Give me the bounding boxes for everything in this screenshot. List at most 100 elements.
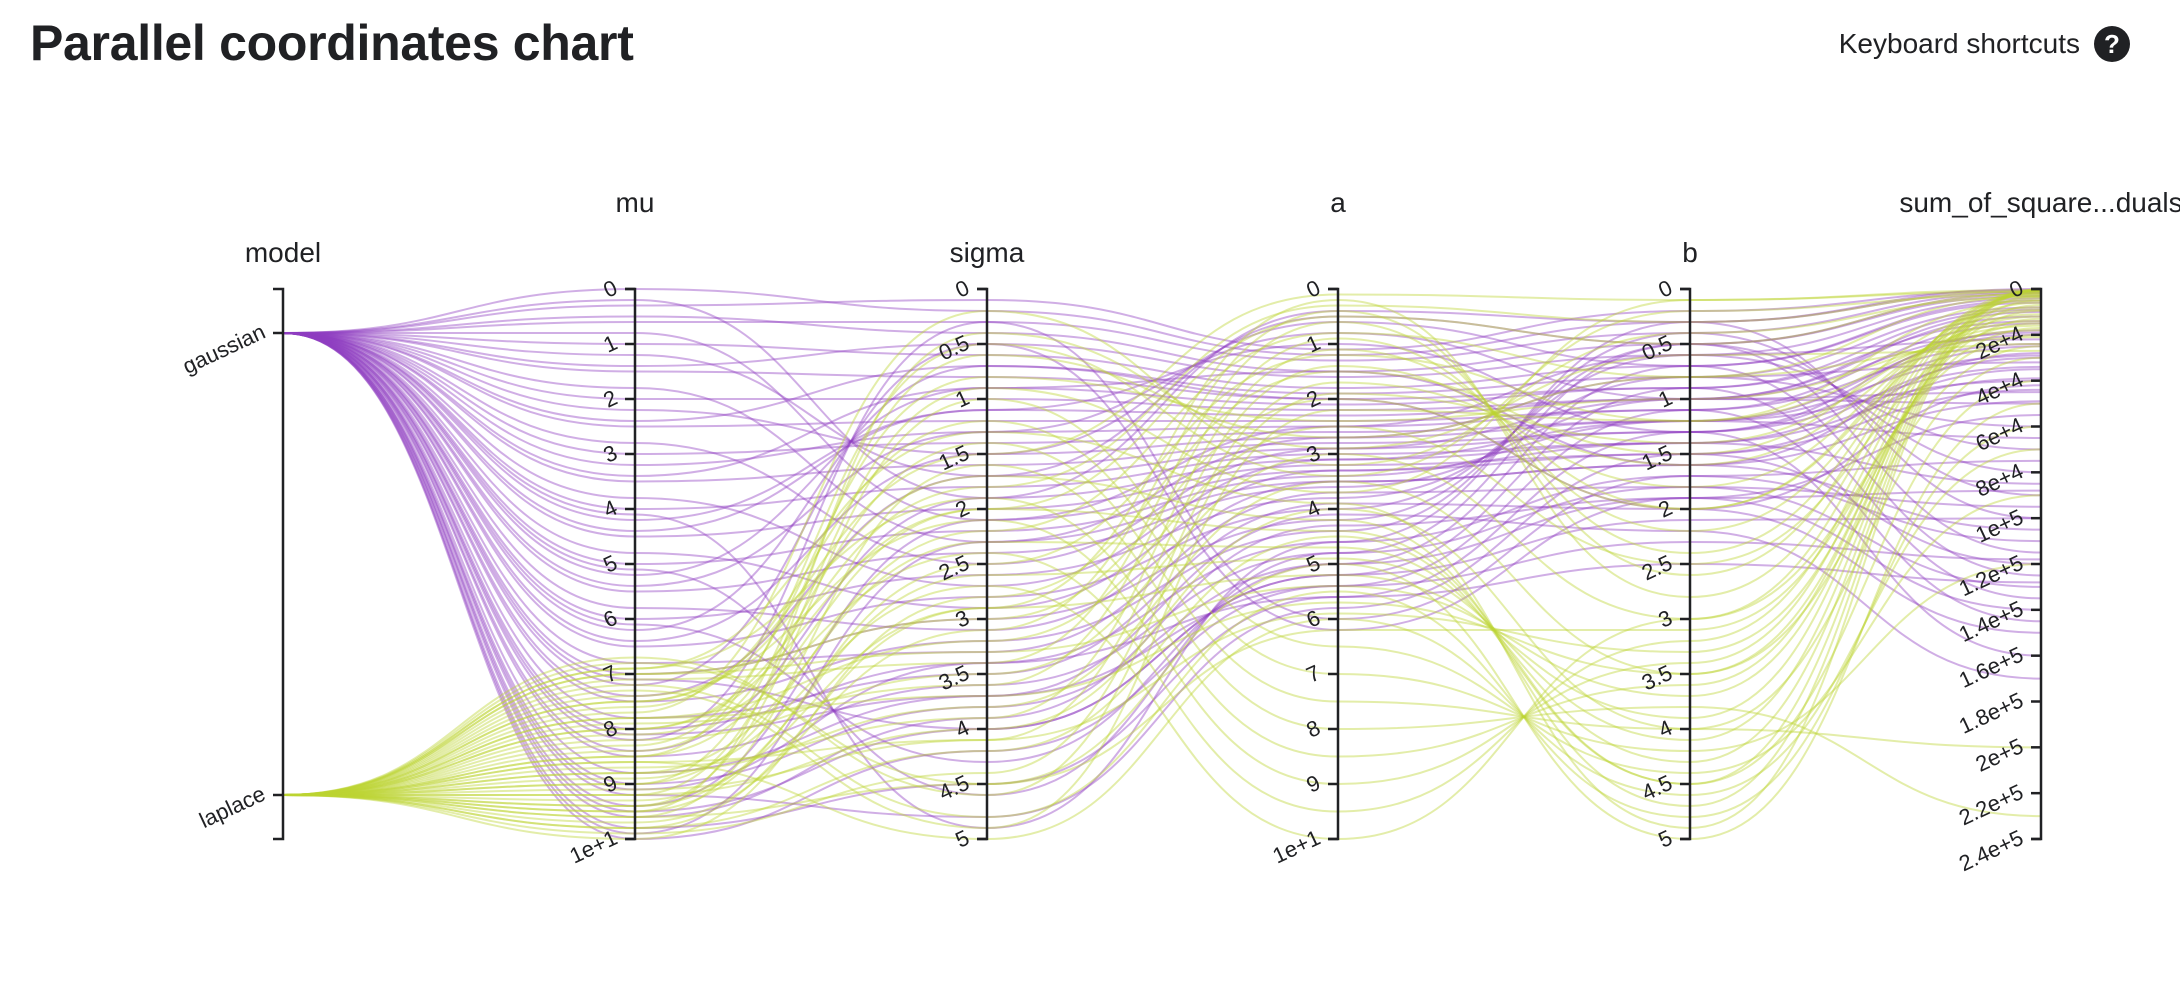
line-gaussian-3 — [282, 308, 2042, 401]
line-gaussian-51 — [282, 332, 2042, 753]
line-gaussian-41 — [282, 332, 2042, 819]
line-gaussian-20 — [282, 332, 2042, 841]
axis-title-sigma[interactable]: sigma — [950, 237, 1025, 268]
line-laplace-35 — [282, 296, 2042, 796]
line-gaussian-50 — [282, 332, 2042, 698]
line-gaussian-45 — [282, 306, 2042, 423]
axis-line-model[interactable] — [273, 287, 285, 841]
line-laplace-39 — [282, 289, 2042, 808]
tick-label-ssr-12: 2.4e+5 — [1955, 825, 2027, 876]
line-gaussian-30 — [282, 294, 2042, 478]
line-laplace-29 — [282, 320, 2042, 835]
line-gaussian-12 — [282, 332, 2042, 621]
line-gaussian-22 — [282, 332, 2042, 819]
line-gaussian-15 — [282, 331, 2042, 703]
line-gaussian-9 — [282, 332, 2042, 538]
tick-label-model-1: laplace — [195, 781, 269, 833]
line-laplace-14 — [282, 448, 2042, 841]
tick-label-b-5: 2.5 — [1638, 550, 1676, 586]
line-gaussian-21 — [282, 332, 2042, 830]
line-laplace-0 — [282, 289, 2042, 796]
tick-label-sigma-0: 0 — [951, 275, 973, 303]
tick-label-b-9: 4.5 — [1638, 770, 1676, 806]
line-gaussian-2 — [282, 299, 2042, 390]
line-laplace-6 — [282, 315, 2042, 796]
line-laplace-32 — [282, 336, 2042, 796]
page-title: Parallel coordinates chart — [30, 15, 634, 71]
line-laplace-33 — [282, 343, 2042, 796]
line-gaussian-43 — [282, 291, 2042, 362]
axis-title-mu[interactable]: mu — [616, 187, 655, 218]
line-gaussian-48 — [282, 332, 2042, 588]
tick-label-b-3: 1.5 — [1638, 440, 1676, 476]
axis-title-b[interactable]: b — [1682, 237, 1698, 268]
line-laplace-1 — [282, 290, 2042, 796]
line-gaussian-52 — [282, 332, 2042, 808]
line-gaussian-13 — [282, 332, 2042, 648]
line-laplace-7 — [282, 322, 2042, 796]
line-laplace-36 — [282, 293, 2042, 796]
line-gaussian-8 — [282, 332, 2042, 511]
line-laplace-26 — [282, 301, 2042, 796]
line-gaussian-7 — [282, 332, 2042, 483]
line-laplace-46 — [282, 317, 2042, 796]
line-gaussian-40 — [282, 332, 2042, 775]
line-laplace-27 — [282, 308, 2042, 796]
line-laplace-4 — [282, 299, 2042, 813]
line-gaussian-11 — [282, 332, 2042, 593]
line-gaussian-35 — [282, 332, 2042, 588]
line-gaussian-14 — [282, 332, 2042, 676]
axis-title-ssr[interactable]: sum_of_square...duals — [1899, 187, 2180, 218]
line-laplace-3 — [282, 294, 2042, 796]
line-gaussian-44 — [282, 297, 2042, 379]
line-gaussian-26 — [282, 332, 2042, 577]
line-gaussian-38 — [282, 332, 2042, 665]
axis-model[interactable]: model gaussian laplace — [179, 237, 321, 841]
line-laplace-19 — [282, 299, 2042, 796]
tick-label-a-10: 1e+1 — [1269, 825, 1324, 869]
line-gaussian-49 — [282, 332, 2042, 643]
tick-label-model-0: gaussian — [179, 319, 269, 379]
line-gaussian-19 — [282, 332, 2042, 813]
tick-label-b-7: 3.5 — [1638, 660, 1676, 696]
line-gaussian-47 — [282, 331, 2042, 533]
line-gaussian-54 — [282, 332, 2042, 830]
line-gaussian-37 — [282, 332, 2042, 632]
line-laplace-44 — [282, 304, 2042, 796]
line-laplace-31 — [282, 329, 2042, 830]
line-gaussian-17 — [282, 332, 2042, 758]
axis-title-model[interactable]: model — [245, 237, 321, 268]
line-gaussian-4 — [282, 315, 2042, 412]
line-laplace-21 — [282, 291, 2042, 813]
line-gaussian-29 — [282, 301, 2042, 456]
line-laplace-38 — [282, 289, 2042, 830]
line-gaussian-39 — [282, 332, 2042, 720]
keyboard-shortcuts-link[interactable]: Keyboard shortcuts — [1838, 28, 2080, 59]
line-gaussian-28 — [282, 310, 2042, 467]
line-laplace-47 — [282, 326, 2042, 819]
help-circle-icon[interactable]: ? — [2094, 26, 2130, 62]
tick-label-ssr-10: 2e+5 — [1972, 733, 2027, 777]
line-laplace-13 — [282, 425, 2042, 819]
line-gaussian-59 — [282, 332, 2042, 791]
tick-label-b-0: 0 — [1654, 275, 1676, 303]
line-laplace-12 — [282, 402, 2042, 841]
line-gaussian-0 — [282, 287, 2042, 357]
tick-label-a-0: 0 — [1302, 275, 1324, 303]
line-gaussian-36 — [282, 332, 2042, 610]
line-gaussian-6 — [282, 332, 2042, 456]
line-laplace-8 — [282, 333, 2042, 796]
line-laplace-17 — [282, 441, 2042, 796]
line-laplace-25 — [282, 297, 2042, 796]
line-gaussian-53 — [282, 332, 2042, 835]
axis-title-a[interactable]: a — [1330, 187, 1346, 218]
line-gaussian-1 — [282, 292, 2042, 373]
tick-label-ssr-7: 1.4e+5 — [1955, 596, 2027, 647]
line-gaussian-27 — [282, 329, 2042, 522]
line-gaussian-16 — [282, 320, 2042, 731]
line-laplace-18 — [282, 463, 2042, 819]
line-gaussian-31 — [282, 290, 2042, 500]
line-gaussian-34 — [282, 332, 2042, 566]
line-gaussian-42 — [282, 289, 2042, 351]
